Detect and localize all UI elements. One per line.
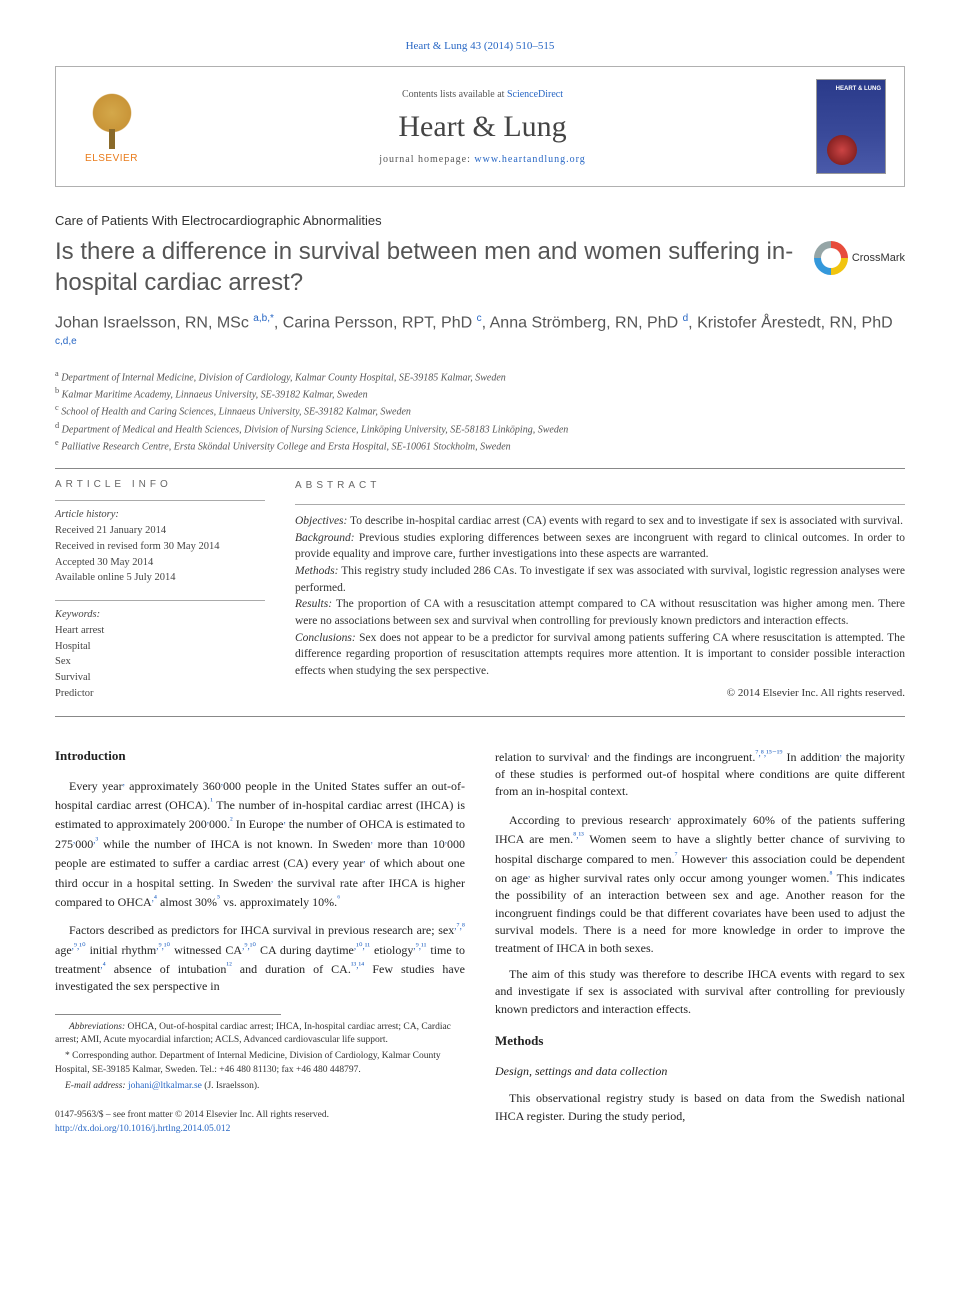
keyword-item: Hospital <box>55 639 265 655</box>
homepage-prefix: journal homepage: <box>379 154 474 165</box>
footer-doi-link[interactable]: http://dx.doi.org/10.1016/j.hrtlng.2014.… <box>55 1124 230 1134</box>
journal-header-box: ELSEVIER Contents lists available at Sci… <box>55 66 905 187</box>
abstract-methods: Methods: This registry study included 28… <box>295 563 905 596</box>
footnote-rule <box>55 1014 281 1015</box>
contents-available-line: Contents lists available at ScienceDirec… <box>149 89 816 100</box>
crossmark-badge[interactable]: CrossMark <box>814 241 905 275</box>
email-suffix: (J. Israelsson). <box>202 1081 260 1091</box>
article-info-column: ARTICLE INFO Article history: Received 2… <box>55 479 265 701</box>
history-online: Available online 5 July 2014 <box>55 570 265 586</box>
keyword-item: Predictor <box>55 686 265 702</box>
keyword-item: Survival <box>55 670 265 686</box>
footnote-abbreviations: Abbreviations: OHCA, Out-of-hospital car… <box>55 1021 465 1048</box>
design-heading: Design, settings and data collection <box>495 1063 905 1080</box>
intro-paragraph-2: Factors described as predictors for IHCA… <box>55 920 465 996</box>
footer-issn: 0147-9563/$ – see front matter © 2014 El… <box>55 1109 465 1122</box>
footer-issn-doi: 0147-9563/$ – see front matter © 2014 El… <box>55 1109 465 1136</box>
keyword-item: Heart arrest <box>55 623 265 639</box>
abstract-results: Results: The proportion of CA with a res… <box>295 596 905 629</box>
history-accepted: Accepted 30 May 2014 <box>55 555 265 571</box>
contents-prefix: Contents lists available at <box>402 89 507 100</box>
article-title: Is there a difference in survival betwee… <box>55 236 794 298</box>
divider <box>55 716 905 717</box>
abstract-objectives: Objectives: Objectives: To describe in-h… <box>295 513 905 530</box>
keywords-label: Keywords: <box>55 607 265 623</box>
abstract-label: ABSTRACT <box>295 479 905 494</box>
footnote-corresponding: * Corresponding author. Department of In… <box>55 1050 465 1077</box>
col2-paragraph-1: relation to survival, and the findings a… <box>495 747 905 801</box>
homepage-link[interactable]: www.heartandlung.org <box>474 154 585 165</box>
abstract-conclusions: Conclusions: Sex does not appear to be a… <box>295 630 905 680</box>
affiliation-line: e Palliative Research Centre, Ersta Skön… <box>55 437 905 454</box>
history-revised: Received in revised form 30 May 2014 <box>55 539 265 555</box>
affiliation-line: b Kalmar Maritime Academy, Linnaeus Univ… <box>55 385 905 402</box>
elsevier-logo: ELSEVIER <box>74 82 149 172</box>
footnotes: Abbreviations: OHCA, Out-of-hospital car… <box>55 1021 465 1093</box>
abstract-copyright: © 2014 Elsevier Inc. All rights reserved… <box>295 686 905 702</box>
intro-paragraph-1: Every year, approximately 360,000 people… <box>55 776 465 912</box>
corresponding-email-link[interactable]: johani@ltkalmar.se <box>128 1081 202 1091</box>
citation-line: Heart & Lung 43 (2014) 510–515 <box>55 40 905 52</box>
col2-paragraph-2: According to previous research, approxim… <box>495 810 905 957</box>
affiliations-list: a Department of Internal Medicine, Divis… <box>55 368 905 455</box>
elsevier-label: ELSEVIER <box>85 153 138 164</box>
methods-paragraph-1: This observational registry study is bas… <box>495 1090 905 1125</box>
keyword-item: Sex <box>55 654 265 670</box>
crossmark-icon <box>814 241 848 275</box>
column-left: Introduction Every year, approximately 3… <box>55 747 465 1136</box>
journal-cover-thumbnail <box>816 79 886 174</box>
keywords-list: Heart arrestHospitalSexSurvivalPredictor <box>55 623 265 702</box>
methods-heading: Methods <box>495 1032 905 1051</box>
authors-list: Johan Israelsson, RN, MSc a,b,*, Carina … <box>55 312 905 357</box>
sciencedirect-link[interactable]: ScienceDirect <box>507 89 563 100</box>
affiliation-line: c School of Health and Caring Sciences, … <box>55 402 905 419</box>
journal-name: Heart & Lung <box>149 110 816 144</box>
introduction-heading: Introduction <box>55 747 465 766</box>
elsevier-tree-icon <box>82 89 142 149</box>
abstract-background: Background: Previous studies exploring d… <box>295 530 905 563</box>
column-right: relation to survival, and the findings a… <box>495 747 905 1136</box>
abstract-body: Objectives: Objectives: To describe in-h… <box>295 504 905 702</box>
article-type: Care of Patients With Electrocardiograph… <box>55 213 905 228</box>
col2-paragraph-3: The aim of this study was therefore to d… <box>495 966 905 1018</box>
keywords-block: Keywords: Heart arrestHospitalSexSurviva… <box>55 600 265 702</box>
affiliation-line: d Department of Medical and Health Scien… <box>55 420 905 437</box>
abstract-column: ABSTRACT Objectives: Objectives: To desc… <box>295 479 905 701</box>
article-info-label: ARTICLE INFO <box>55 479 265 490</box>
affiliation-line: a Department of Internal Medicine, Divis… <box>55 368 905 385</box>
body-two-columns: Introduction Every year, approximately 3… <box>55 747 905 1136</box>
article-history: Article history: Received 21 January 201… <box>55 500 265 586</box>
footnote-email: E-mail address: johani@ltkalmar.se (J. I… <box>55 1080 465 1093</box>
header-center: Contents lists available at ScienceDirec… <box>149 89 816 165</box>
homepage-line: journal homepage: www.heartandlung.org <box>149 154 816 165</box>
history-received: Received 21 January 2014 <box>55 523 265 539</box>
email-label: E-mail address: <box>65 1081 128 1091</box>
history-label: Article history: <box>55 507 265 523</box>
divider <box>55 468 905 469</box>
crossmark-label: CrossMark <box>852 252 905 264</box>
